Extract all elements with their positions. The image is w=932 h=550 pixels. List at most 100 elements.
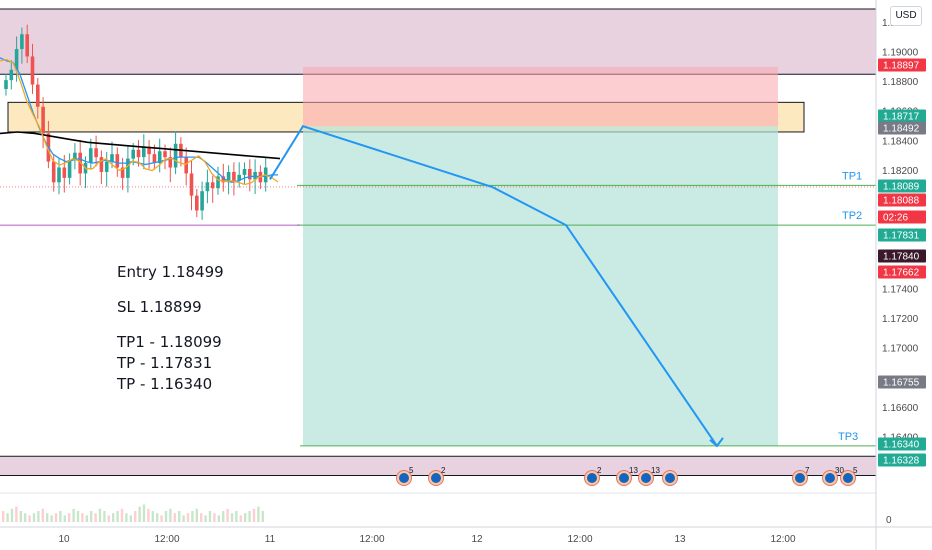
volume-bar <box>222 511 225 522</box>
volume-bar <box>213 513 216 522</box>
entry-label: Entry 1.18499 <box>117 263 224 281</box>
volume-bar <box>173 513 176 522</box>
candle-body <box>173 143 178 168</box>
price-tag-bg <box>878 109 926 123</box>
volume-bar <box>94 513 97 522</box>
candle-body <box>104 161 109 172</box>
candle-body <box>14 49 19 70</box>
volume-bar <box>138 506 141 522</box>
tp1-target-label: TP1 <box>842 170 862 182</box>
candle-body <box>110 154 114 162</box>
volume-bar <box>32 513 36 522</box>
volume-zero-label: 0 <box>886 515 892 526</box>
zone-1 <box>0 456 876 476</box>
candle-body <box>4 80 8 90</box>
candle-body <box>152 154 157 164</box>
candle-body <box>163 151 167 158</box>
candle-body <box>62 167 67 178</box>
price-tag-label: 02:26 <box>883 213 908 224</box>
projection-arrow-head <box>709 437 724 448</box>
volume-bar <box>200 513 203 522</box>
volume-bar <box>37 511 40 522</box>
price-tag-label: 1.16328 <box>883 456 920 467</box>
price-tag-bg <box>878 228 926 242</box>
volume-bar <box>151 511 154 522</box>
x-tick-label: 12:00 <box>567 534 592 545</box>
volume-bar <box>164 511 168 522</box>
volume-bar <box>85 515 88 522</box>
volume-bar <box>116 511 119 522</box>
y-tick-label: 1.18800 <box>882 77 919 88</box>
x-tick-label: 12:00 <box>359 534 384 545</box>
volume-bar <box>257 506 260 522</box>
price-tag-bg <box>878 249 926 263</box>
price-tag-bg <box>878 210 926 224</box>
volume-bar <box>103 511 106 522</box>
tp3-target-label: TP3 <box>838 431 858 443</box>
candle-body <box>226 171 231 183</box>
reward-zone <box>303 126 778 446</box>
candle-body <box>9 69 14 81</box>
event-flag-inner <box>587 473 597 483</box>
y-tick-label: 1.18200 <box>882 166 919 177</box>
volume-bar <box>244 513 247 522</box>
volume-bar <box>59 511 62 522</box>
event-flag-inner <box>399 473 409 483</box>
volume-bar <box>248 511 251 522</box>
tp3-label: TP - 1.16340 <box>117 375 213 393</box>
volume-bar <box>107 515 110 522</box>
price-tag-label: 1.16340 <box>883 440 920 451</box>
y-tick-label: 1.18400 <box>882 136 919 147</box>
volume-bar <box>50 515 53 522</box>
volume-bar <box>226 508 229 522</box>
event-flag-inner <box>795 473 805 483</box>
y-tick-label: 1.17000 <box>882 344 919 355</box>
event-badge: 5 <box>853 466 858 475</box>
candle-body <box>89 148 93 164</box>
volume-bar <box>54 513 58 522</box>
volume-bar <box>120 508 124 522</box>
volume-bar <box>191 511 194 522</box>
candle-body <box>253 171 257 180</box>
risk-zone <box>303 66 778 127</box>
candle-body <box>221 176 226 183</box>
volume-bar <box>160 515 163 522</box>
candle-body <box>136 149 141 158</box>
candle-body <box>232 171 236 181</box>
stop-loss-label: SL 1.18899 <box>117 298 202 316</box>
price-tag-bg <box>878 375 926 389</box>
event-badge: 13 <box>629 466 638 475</box>
candle-body <box>73 152 77 161</box>
volume-bar <box>182 515 185 522</box>
price-tag-label: 1.18089 <box>883 182 920 193</box>
y-tick-label: 1.17200 <box>882 314 919 325</box>
x-tick-label: 12:00 <box>770 534 795 545</box>
volume-bar <box>239 515 242 522</box>
x-tick-label: 10 <box>58 534 70 545</box>
event-badge: 13 <box>651 466 660 475</box>
price-tag-label: 1.17662 <box>883 268 920 279</box>
candle-body <box>195 195 199 211</box>
currency-button[interactable]: USD <box>890 6 922 26</box>
y-tick-label: 1.19000 <box>882 48 919 59</box>
x-tick-label: 13 <box>674 534 686 545</box>
event-flag-inner <box>825 473 835 483</box>
event-flag-inner <box>641 473 651 483</box>
x-tick-label: 11 <box>265 534 276 545</box>
candle-body <box>67 160 72 178</box>
event-badge: 30 <box>835 466 844 475</box>
tp1-label: TP1 - 1.18099 <box>117 333 222 351</box>
volume-bar <box>2 511 5 522</box>
candle-body <box>131 149 135 159</box>
candle-body <box>168 157 173 168</box>
volume-bar <box>76 511 80 522</box>
event-flag-inner <box>665 473 675 483</box>
volume-bar <box>230 513 234 522</box>
volume-bar <box>24 513 27 522</box>
price-tag-label: 1.17831 <box>883 231 920 242</box>
y-tick-label: 1.17400 <box>882 284 919 295</box>
volume-bar <box>6 513 9 522</box>
volume-bar <box>81 513 84 522</box>
volume-bar <box>252 508 256 522</box>
